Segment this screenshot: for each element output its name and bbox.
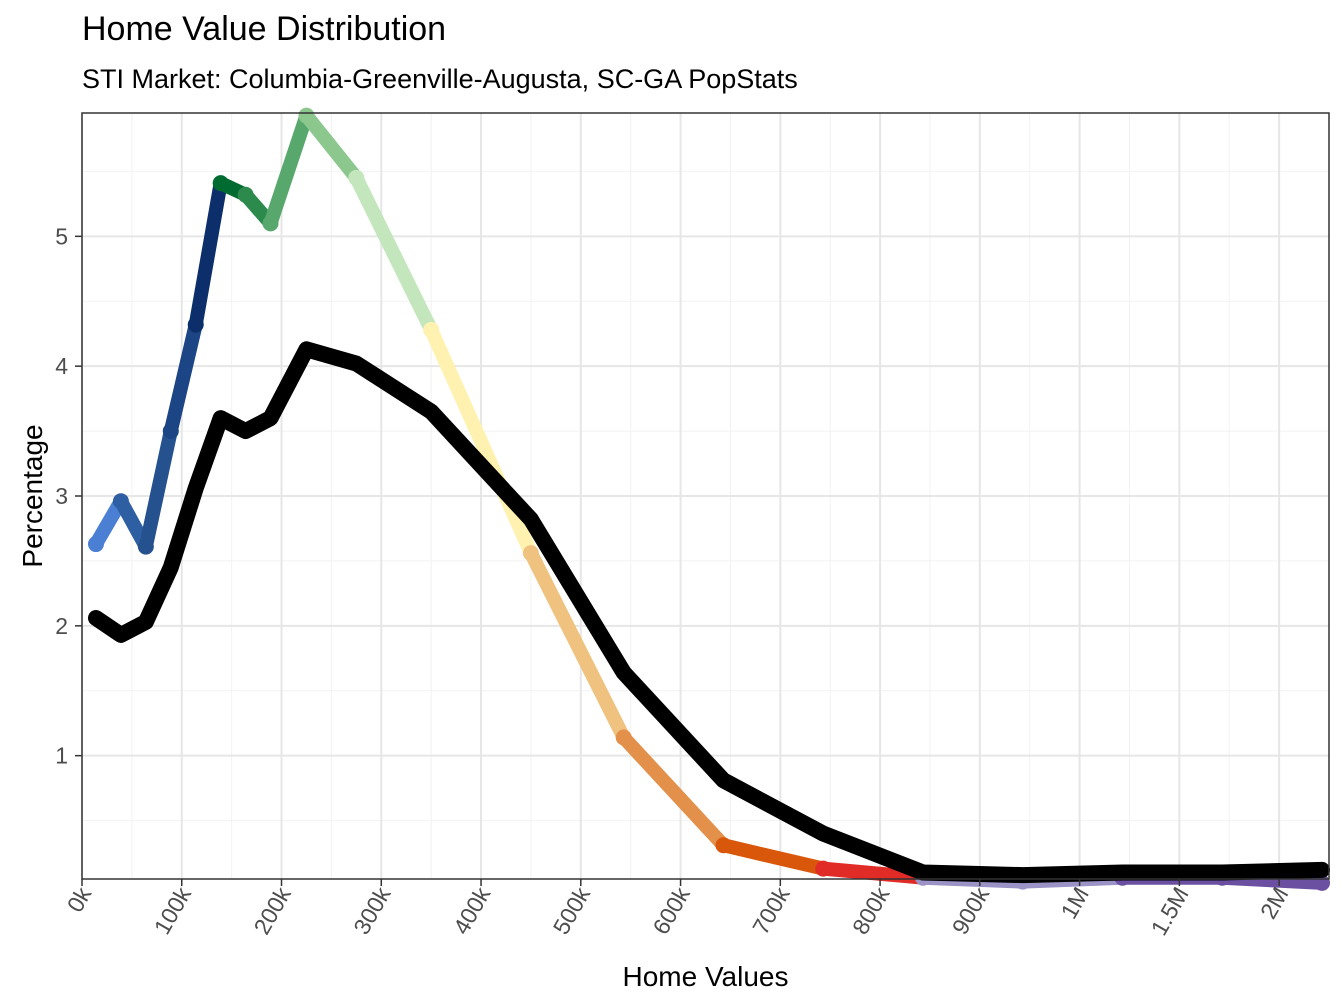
x-tick-label: 200k (248, 882, 296, 939)
x-tick-label: 500k (548, 882, 596, 939)
comparison-series-line (87, 341, 1331, 884)
x-tick-label: 300k (348, 882, 396, 939)
series-segment (263, 108, 314, 231)
data-point (87, 536, 104, 553)
series-segment (163, 317, 203, 439)
series-segment (299, 108, 364, 185)
series-segment (616, 730, 731, 853)
x-tick-label: 600k (647, 882, 695, 939)
y-tick-label: 2 (55, 613, 68, 639)
data-point (237, 186, 254, 203)
data-point (348, 169, 365, 186)
x-tick-label: 1.5M (1146, 883, 1194, 940)
axes-layer: 1 2 3 4 5 0k 100k 200k 300k 400k 500k 600k 700k 800k 9… (55, 223, 1293, 939)
data-point (815, 860, 832, 877)
data-point (262, 215, 279, 232)
series-segment (816, 861, 930, 885)
chart-subtitle: STI Market: Columbia-Greenville-Augusta,… (82, 64, 798, 94)
series-segment (88, 494, 128, 552)
data-point (137, 538, 154, 555)
series-segment (349, 170, 439, 337)
data-point (162, 423, 179, 440)
y-tick-label: 3 (55, 483, 68, 509)
y-tick-label: 5 (55, 223, 68, 249)
series-segment (523, 546, 631, 745)
series-segment (424, 322, 538, 561)
x-tick-label: 400k (448, 882, 496, 939)
series-segment (188, 176, 228, 332)
data-point (212, 175, 229, 192)
x-tick-label: 1M (1055, 883, 1093, 924)
data-point (615, 729, 632, 746)
x-tick-label: 2M (1255, 883, 1293, 924)
y-tick-label: 4 (55, 353, 68, 379)
series-segment (716, 838, 831, 876)
x-tick-label: 800k (847, 882, 895, 939)
y-axis-title: Percentage (17, 424, 48, 567)
x-axis-title: Home Values (622, 961, 788, 992)
data-point (522, 545, 539, 562)
data-point (298, 107, 315, 124)
x-tick-label: 700k (747, 882, 795, 939)
y-tick-label: 1 (55, 743, 68, 769)
data-point (423, 321, 440, 338)
x-tick-label: 100k (149, 882, 197, 939)
data-point (715, 837, 732, 854)
data-point (112, 493, 129, 510)
x-tick-label: 900k (947, 882, 995, 939)
chart-title: Home Value Distribution (82, 10, 447, 48)
x-tick-label: 0k (62, 882, 97, 916)
series-layer (87, 107, 1331, 891)
data-point (187, 316, 204, 333)
series-segment (138, 424, 178, 554)
